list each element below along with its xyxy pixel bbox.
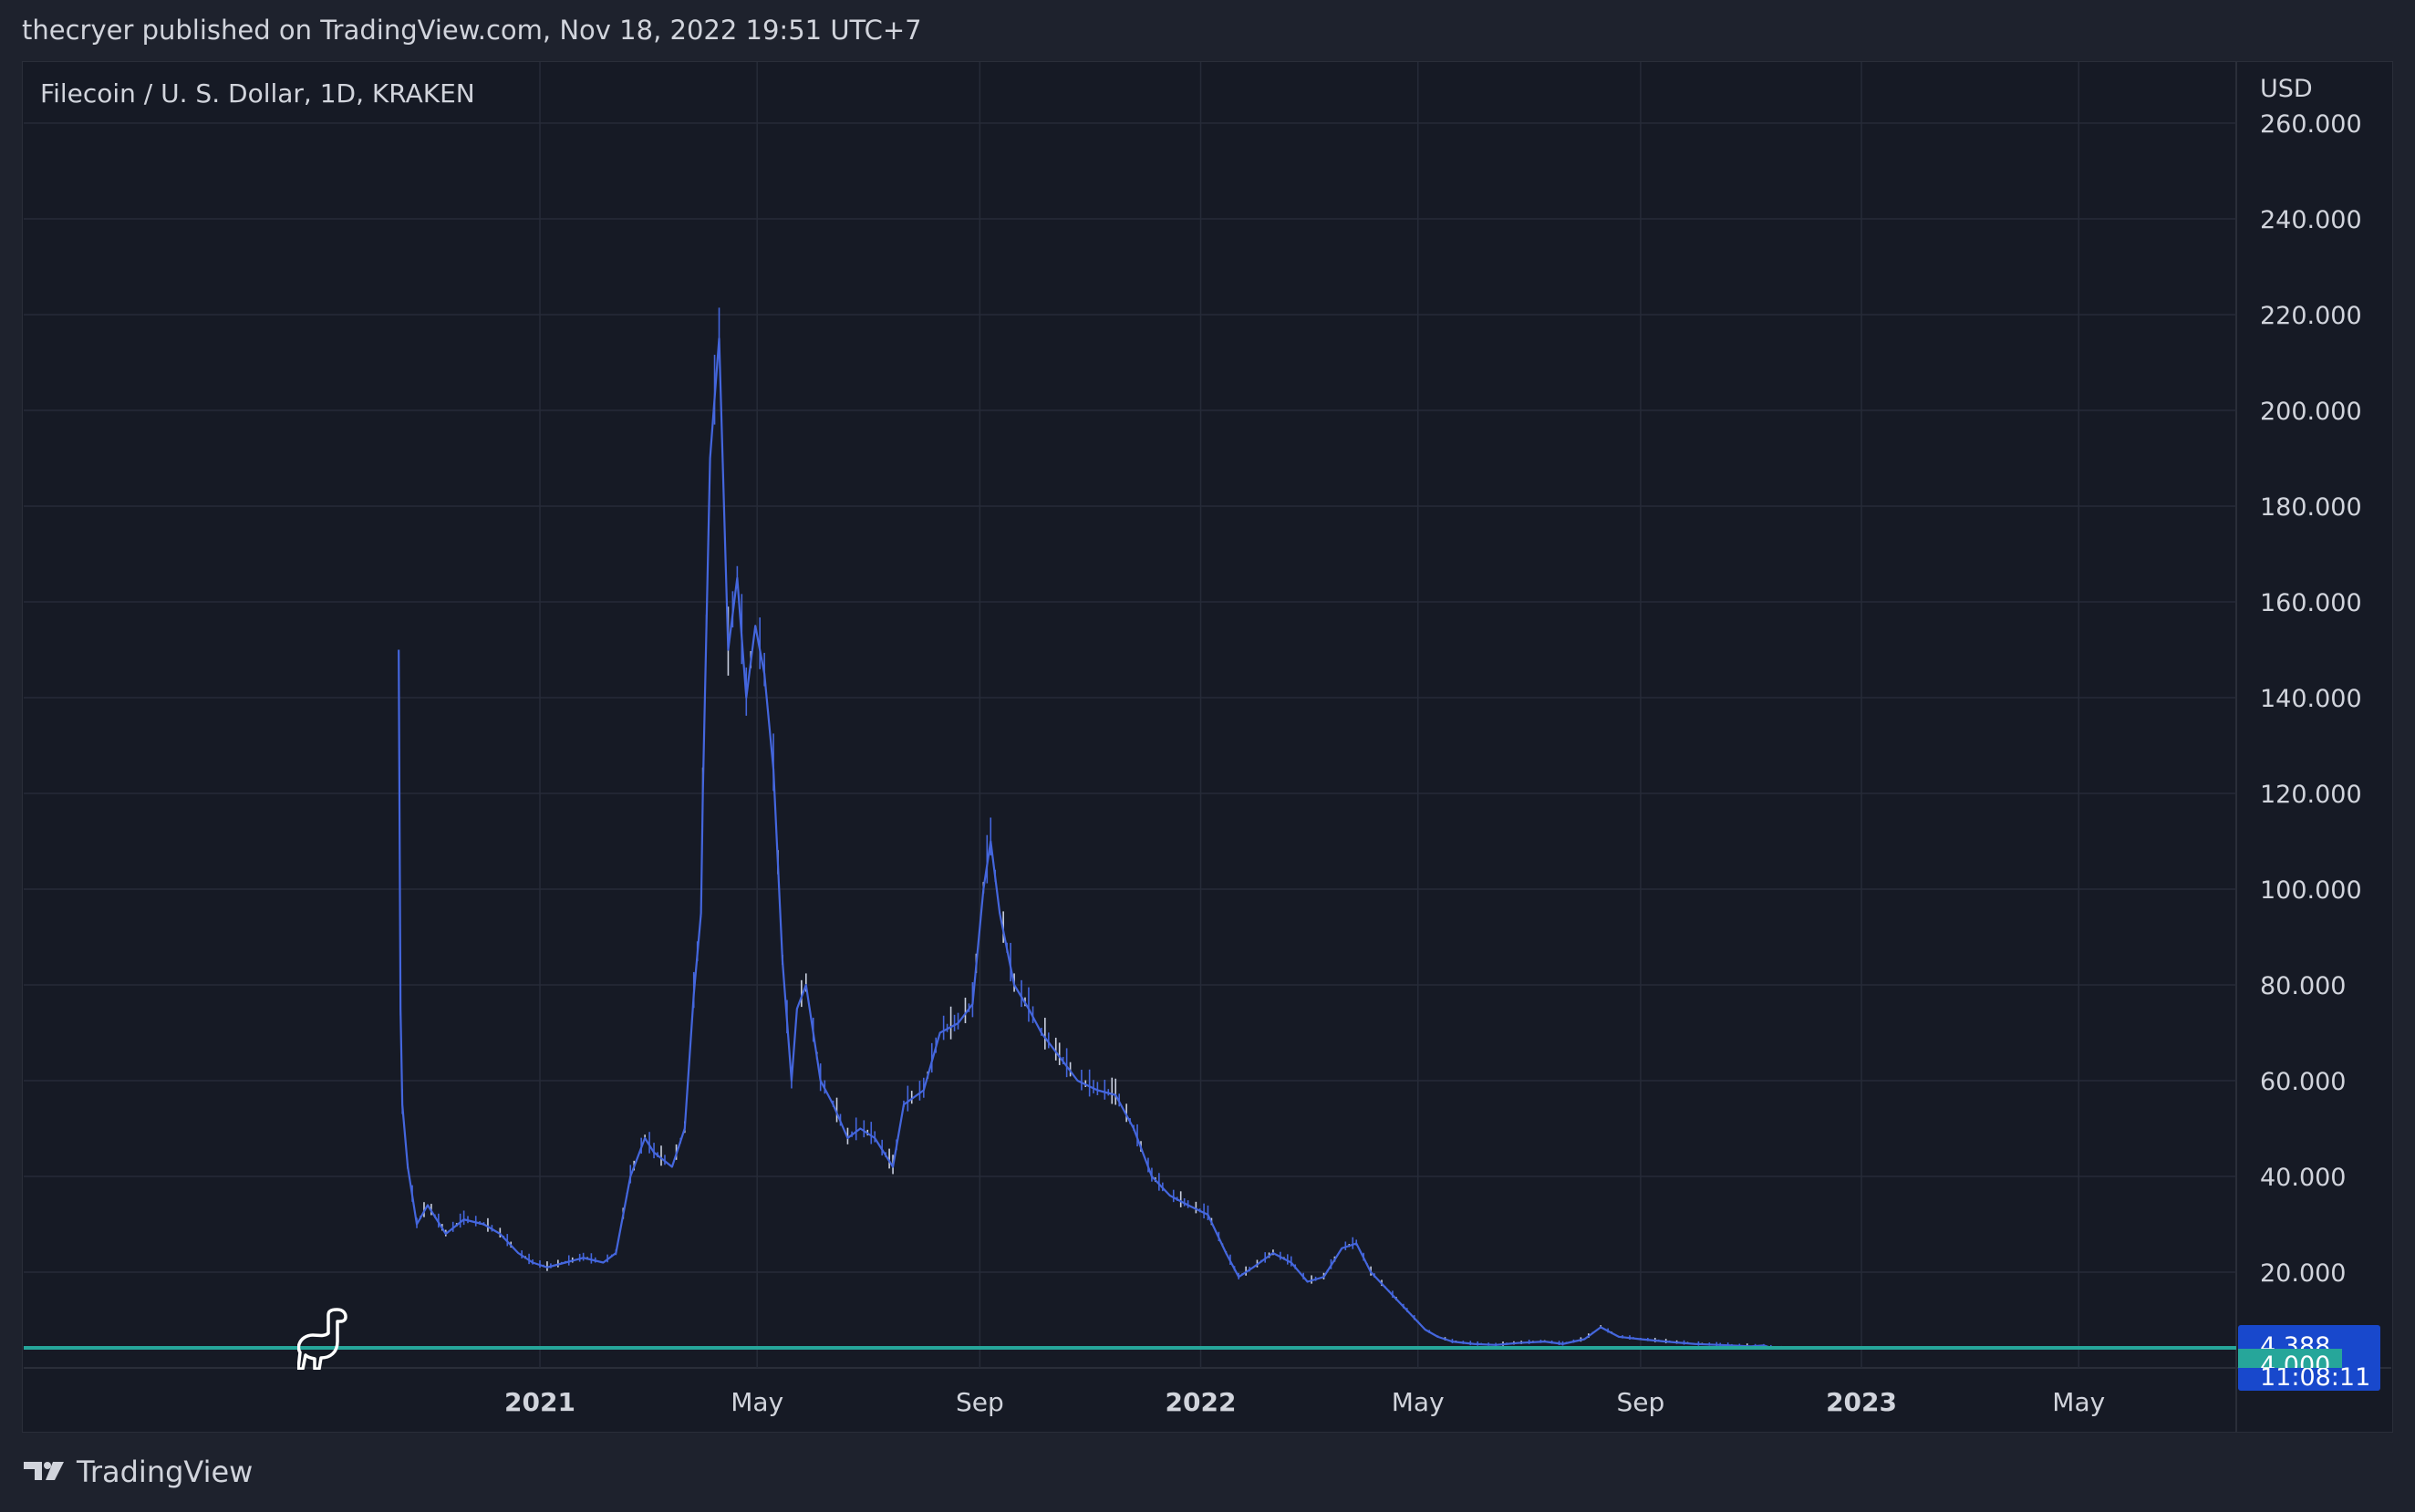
x-tick-label: May	[731, 1387, 783, 1417]
footer: TradingView	[22, 1455, 253, 1489]
tradingview-logo-icon	[24, 1462, 64, 1480]
y-tick-label: 220.000	[2260, 302, 2362, 330]
y-tick-label: 120.000	[2260, 781, 2362, 809]
symbol-title: Filecoin / U. S. Dollar, 1D, KRAKEN	[40, 78, 475, 109]
y-tick-label: 100.000	[2260, 876, 2362, 905]
x-tick-label: 2022	[1166, 1387, 1237, 1417]
x-tick-label: 2023	[1826, 1387, 1897, 1417]
price-line	[398, 337, 1782, 1350]
price-series	[398, 307, 1782, 1350]
y-tick-label: 20.000	[2260, 1259, 2346, 1288]
y-tick-label: 40.000	[2260, 1164, 2346, 1192]
y-tick-label: 140.000	[2260, 685, 2362, 713]
x-axis: 2021 May Sep 2022 May Sep 2023 May	[504, 1387, 2105, 1417]
y-tick-label: 260.000	[2260, 110, 2362, 139]
chart-grid	[24, 62, 2391, 1432]
x-tick-label: Sep	[956, 1387, 1004, 1417]
y-tick-label: 240.000	[2260, 206, 2362, 234]
x-tick-label: Sep	[1616, 1387, 1664, 1417]
y-axis: 20.000 40.000 60.000 80.000 100.000 120.000 14…	[2260, 110, 2362, 1288]
currency-label[interactable]: USD	[2260, 75, 2313, 103]
horizontal-lines	[24, 1345, 2236, 1350]
chart-frame[interactable]	[22, 61, 2393, 1433]
footer-brand: TradingView	[77, 1455, 254, 1489]
x-tick-label: May	[1392, 1387, 1445, 1417]
publisher-header: thecryer published on TradingView.com, N…	[22, 15, 922, 46]
support-price-badge	[2238, 1349, 2342, 1368]
y-tick-label: 160.000	[2260, 589, 2362, 617]
support-price-label: 4.000	[2260, 1351, 2330, 1380]
dinosaur-icon[interactable]	[297, 1306, 356, 1370]
y-tick-label: 80.000	[2260, 972, 2346, 1000]
x-tick-label: 2021	[504, 1387, 575, 1417]
y-tick-label: 180.000	[2260, 493, 2362, 522]
x-tick-label: May	[2052, 1387, 2105, 1417]
y-tick-label: 60.000	[2260, 1068, 2346, 1096]
countdown-label: 11:08:11	[2260, 1363, 2370, 1392]
y-tick-label: 200.000	[2260, 398, 2362, 426]
